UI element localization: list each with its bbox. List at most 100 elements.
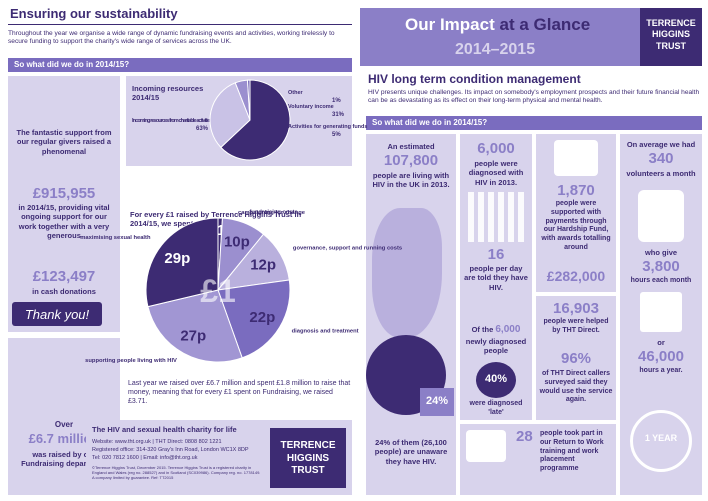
givers-text: in cash donations <box>32 287 96 296</box>
diagnosed-text: people per day are told they have HIV. <box>464 264 528 292</box>
contact: Website: www.tht.org.uk | THT Direct: 08… <box>92 439 222 445</box>
pie-slice <box>246 79 251 121</box>
living-note: 24% of them (26,100 people) are unaware … <box>374 438 448 466</box>
logo <box>270 428 346 488</box>
heading: HIV long term condition management <box>368 72 581 86</box>
raised-text: Over <box>54 420 74 429</box>
legend-label: Other <box>288 90 304 96</box>
badge-text: Thank you! <box>24 307 90 322</box>
center-label: £1 <box>200 273 236 309</box>
value-label: 1% <box>332 98 341 104</box>
category-label: governance, support and running costs <box>293 246 402 252</box>
raised-text: was raised by our Fundraising department <box>21 450 107 469</box>
diagnosed-text: newly diagnosed people <box>465 337 527 356</box>
volunteer-text: hours each month <box>630 277 692 284</box>
diagnosed-text: were diagnosed 'late' <box>469 400 523 416</box>
legend-label: Activities for generating funds <box>288 124 367 130</box>
logo-text: TERRENCE HIGGINS TRUST <box>280 440 336 476</box>
number: 46,000 <box>638 348 684 365</box>
value-label: 31% <box>332 112 345 118</box>
banner <box>366 116 702 130</box>
banner-text: So what did we do in 2014/15? <box>14 60 130 69</box>
diagnosed-text: people were diagnosed with HIV in 2013. <box>468 159 524 187</box>
category-label: supporting people living with HIV <box>85 358 177 364</box>
number: 6,000 <box>477 140 515 157</box>
category-label: campaigning for change <box>238 210 306 216</box>
tagline: The HIV and sexual health charity for li… <box>92 425 237 434</box>
work-text: people took part in our Return to Work t… <box>540 430 604 472</box>
rule <box>8 24 352 25</box>
number: 1,870 <box>557 182 595 199</box>
number: 6,000 <box>495 324 521 335</box>
value-label: 12p <box>250 257 276 274</box>
badge <box>12 302 102 326</box>
small-print: ©Terrence Higgins Trust, December 2015. … <box>92 465 261 480</box>
of-the: Of the <box>471 325 494 334</box>
value-label: 63% <box>196 126 209 132</box>
number: 3,800 <box>642 258 680 275</box>
volunteer-text: hours a year. <box>639 367 683 374</box>
title-part: at a Glance <box>499 15 591 34</box>
value-label: 5% <box>332 132 341 138</box>
direct-text: of THT Direct callers surveyed said they… <box>539 370 613 404</box>
volunteer-icon <box>638 190 684 242</box>
living-text: people are living with HIV in the UK in … <box>372 171 450 190</box>
pie-slice <box>147 289 243 363</box>
pct: 24% <box>425 395 449 407</box>
direct-panel <box>536 296 616 420</box>
amount: £282,000 <box>546 268 606 284</box>
number: 107,800 <box>383 152 439 169</box>
living-text: An estimated <box>387 142 435 151</box>
work-icon <box>466 430 506 462</box>
hardship-text: people were supported with payments thro… <box>541 200 611 251</box>
legend-label: Incoming resources from charitable activ… <box>132 118 212 124</box>
number: 28 <box>516 428 533 445</box>
house-icon <box>554 140 598 176</box>
value-label: 29p <box>164 250 190 267</box>
amount: £915,955 <box>32 185 96 202</box>
pie-slice <box>220 79 291 161</box>
logo-text: TERRENCE HIGGINS TRUST <box>646 18 696 51</box>
category-label: maximising sexual health <box>80 235 151 241</box>
intro: Throughout the year we organise a wide r… <box>8 30 335 46</box>
givers-text: The fantastic support from our regular g… <box>16 128 112 156</box>
pct-circle <box>476 362 516 398</box>
year-badge: 1 YEAR <box>644 433 678 443</box>
spend-title: For every £1 raised by Terrence Higgins … <box>130 210 302 229</box>
value-label: 10p <box>224 234 250 251</box>
banner-text: So what did we do in 2014/15? <box>372 118 488 127</box>
people-icons <box>468 192 524 242</box>
year-circle <box>630 410 692 472</box>
givers-text: in 2014/15, providing vital ongoing supp… <box>18 203 110 241</box>
value-label: 27p <box>180 328 206 345</box>
amount: £123,497 <box>32 268 96 285</box>
amount: £6.7 million <box>28 431 100 446</box>
number: 16,903 <box>553 300 599 317</box>
volunteer-text: On average we had <box>626 140 696 149</box>
calendar-icon <box>640 292 682 332</box>
value-label: 22p <box>249 309 275 326</box>
volunteer-text: or <box>657 338 665 347</box>
givers-panel <box>8 76 120 332</box>
number: 16 <box>487 246 505 263</box>
pie-slice <box>209 82 251 149</box>
volunteer-text: who give <box>644 248 678 257</box>
pct: 40% <box>484 373 508 385</box>
title: Our Impact at a Glance <box>405 14 590 35</box>
title: Ensuring our sustainability <box>10 6 178 21</box>
contact: Tel: 020 7812 1600 | Email: info@tht.org… <box>92 455 198 461</box>
pie-slice <box>145 217 219 308</box>
fundraising-text: Last year we raised over £6.7 million an… <box>128 380 351 405</box>
years: 2014–2015 <box>455 41 536 58</box>
diagnosed-text: Of the 6,000 <box>460 324 532 337</box>
contact: Registered office: 314-320 Gray's Inn Ro… <box>92 447 249 453</box>
title-part: Our Impact <box>405 15 495 34</box>
direct-text: people were helped by THT Direct. <box>543 318 609 334</box>
map <box>372 208 442 338</box>
volunteer-text: volunteers a month <box>626 169 696 178</box>
pct: 96% <box>560 350 592 367</box>
pie-slice <box>217 279 291 359</box>
category-label: fundraising costs <box>249 210 297 216</box>
